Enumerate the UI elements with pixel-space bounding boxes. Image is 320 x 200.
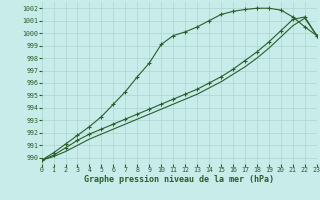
X-axis label: Graphe pression niveau de la mer (hPa): Graphe pression niveau de la mer (hPa) [84,175,274,184]
